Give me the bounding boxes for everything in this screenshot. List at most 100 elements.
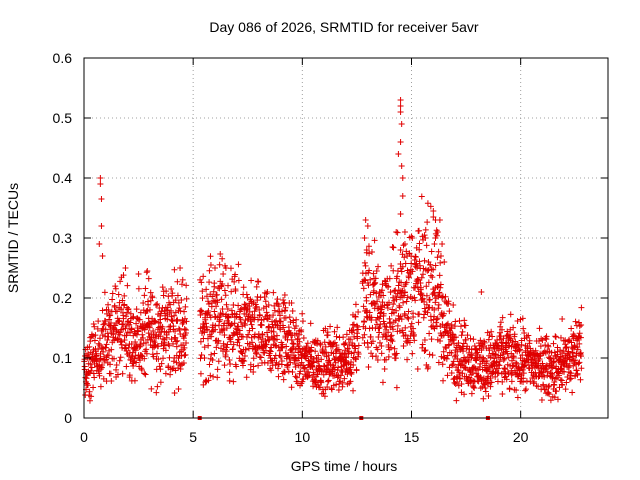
data-point <box>364 223 371 229</box>
data-point <box>214 299 221 306</box>
data-point <box>229 332 236 339</box>
data-point <box>431 241 438 248</box>
data-point <box>93 358 100 365</box>
data-point <box>450 302 457 309</box>
data-point <box>502 344 509 351</box>
data-point <box>223 301 230 308</box>
data-point <box>398 279 405 286</box>
data-point <box>123 323 130 330</box>
data-point <box>182 303 189 310</box>
data-point <box>117 278 124 285</box>
data-point <box>406 339 413 346</box>
data-point <box>366 325 373 332</box>
data-point <box>434 315 441 322</box>
x-tick-label: 20 <box>513 429 529 445</box>
data-point <box>199 295 206 302</box>
data-point <box>204 335 211 342</box>
data-point <box>573 367 580 374</box>
data-point <box>352 313 359 320</box>
data-point <box>171 266 178 273</box>
data-point <box>287 359 294 366</box>
data-point <box>500 356 507 363</box>
data-point <box>91 374 98 381</box>
data-point <box>401 254 408 261</box>
data-point <box>169 365 176 372</box>
data-point <box>379 287 386 294</box>
data-point <box>133 320 140 327</box>
data-point <box>514 394 521 401</box>
data-point <box>252 305 259 312</box>
data-point <box>116 357 123 364</box>
data-point <box>525 359 532 366</box>
data-point <box>523 378 530 385</box>
data-point <box>387 289 394 296</box>
data-point <box>96 241 103 247</box>
data-point <box>168 307 175 314</box>
data-point <box>168 336 175 343</box>
data-point <box>389 338 396 345</box>
data-point <box>458 332 465 339</box>
data-point <box>166 342 173 349</box>
data-point <box>273 317 280 324</box>
data-point <box>97 355 104 362</box>
data-point <box>201 354 208 361</box>
data-point <box>482 385 489 392</box>
data-point <box>362 217 369 223</box>
data-point <box>310 359 317 366</box>
data-point <box>205 377 212 384</box>
data-point <box>429 322 436 329</box>
data-point <box>268 344 275 351</box>
data-point <box>569 389 576 396</box>
data-point <box>240 357 247 364</box>
data-point <box>437 338 444 345</box>
data-point <box>352 345 359 352</box>
data-point <box>567 375 574 382</box>
data-point <box>353 367 360 374</box>
data-point <box>398 163 405 169</box>
data-point <box>200 273 207 280</box>
data-point <box>414 283 421 290</box>
data-point <box>142 285 149 292</box>
data-point <box>458 381 465 388</box>
data-point <box>248 321 255 328</box>
data-point <box>372 301 379 308</box>
data-point <box>361 276 368 283</box>
data-point <box>278 358 285 365</box>
data-point <box>394 290 401 297</box>
data-point <box>366 309 373 316</box>
data-point <box>436 272 443 279</box>
data-point <box>464 332 471 339</box>
data-point <box>231 320 238 327</box>
data-point <box>133 359 140 366</box>
data-point <box>519 366 526 373</box>
data-point <box>384 305 391 312</box>
data-point <box>163 288 170 295</box>
data-point <box>526 337 533 344</box>
data-point <box>139 334 146 341</box>
data-point <box>155 319 162 326</box>
data-point <box>410 325 417 332</box>
data-point <box>178 297 185 304</box>
data-point <box>93 352 100 359</box>
data-point <box>213 291 220 298</box>
data-point <box>497 319 504 326</box>
data-point <box>426 304 433 311</box>
data-point <box>290 317 297 324</box>
data-point <box>453 397 460 404</box>
data-point <box>241 353 248 360</box>
data-point <box>257 354 264 361</box>
data-point <box>483 357 490 364</box>
data-point <box>332 354 339 361</box>
data-point <box>199 288 206 295</box>
data-point <box>368 249 375 256</box>
data-point <box>179 281 186 288</box>
data-point <box>138 352 145 359</box>
data-point <box>300 375 307 382</box>
data-point <box>549 364 556 371</box>
data-point <box>399 251 406 258</box>
data-point <box>525 332 532 339</box>
data-point <box>389 323 396 330</box>
data-point <box>111 303 118 310</box>
data-point <box>235 261 242 268</box>
